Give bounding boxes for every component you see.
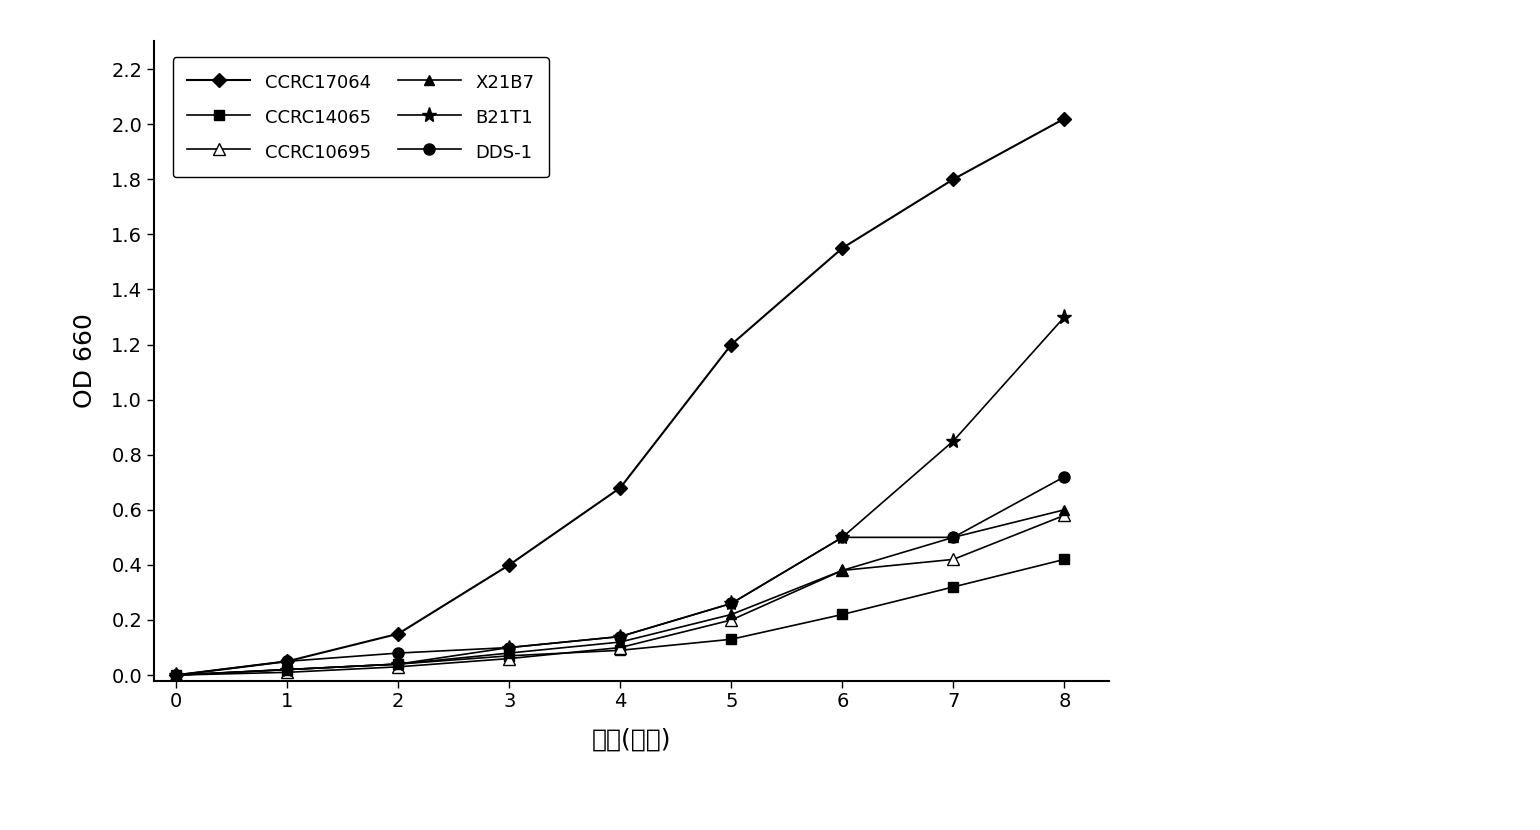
- Y-axis label: OD 660: OD 660: [74, 314, 97, 408]
- DDS-1: [611, 632, 630, 642]
- DDS-1: [833, 532, 852, 542]
- B21T1: [1055, 312, 1073, 322]
- CCRC17064: [500, 560, 519, 570]
- X21B7: [944, 532, 962, 542]
- CCRC14065: [944, 582, 962, 592]
- CCRC17064: [833, 243, 852, 253]
- CCRC14065: [1055, 554, 1073, 564]
- CCRC14065: [390, 659, 408, 669]
- X21B7: [611, 637, 630, 647]
- B21T1: [833, 532, 852, 542]
- CCRC10695: [1055, 510, 1073, 520]
- B21T1: [390, 659, 408, 669]
- CCRC10695: [944, 554, 962, 564]
- DDS-1: [722, 598, 741, 608]
- Line: X21B7: X21B7: [171, 505, 1069, 680]
- CCRC17064: [611, 483, 630, 493]
- CCRC17064: [722, 339, 741, 349]
- CCRC14065: [722, 634, 741, 644]
- DDS-1: [166, 670, 185, 680]
- X21B7: [279, 665, 297, 675]
- CCRC14065: [500, 651, 519, 661]
- CCRC10695: [611, 642, 630, 652]
- CCRC14065: [166, 670, 185, 680]
- CCRC14065: [611, 645, 630, 655]
- Line: CCRC10695: CCRC10695: [171, 510, 1070, 681]
- DDS-1: [500, 642, 519, 652]
- CCRC17064: [279, 657, 297, 666]
- Line: DDS-1: DDS-1: [171, 471, 1070, 681]
- CCRC10695: [833, 565, 852, 575]
- CCRC14065: [833, 609, 852, 619]
- CCRC10695: [279, 667, 297, 677]
- CCRC10695: [500, 653, 519, 663]
- X21B7: [500, 648, 519, 658]
- CCRC10695: [390, 662, 408, 671]
- B21T1: [944, 436, 962, 446]
- Line: CCRC17064: CCRC17064: [171, 114, 1069, 680]
- Line: CCRC14065: CCRC14065: [171, 554, 1069, 680]
- CCRC17064: [944, 174, 962, 184]
- CCRC17064: [1055, 114, 1073, 124]
- X21B7: [166, 670, 185, 680]
- X21B7: [722, 609, 741, 619]
- B21T1: [611, 632, 630, 642]
- B21T1: [279, 665, 297, 675]
- CCRC10695: [722, 615, 741, 625]
- CCRC17064: [390, 629, 408, 639]
- CCRC14065: [279, 665, 297, 675]
- X-axis label: 时间(小时): 时间(小时): [591, 728, 671, 752]
- B21T1: [722, 598, 741, 608]
- B21T1: [166, 670, 185, 680]
- DDS-1: [390, 648, 408, 658]
- DDS-1: [944, 532, 962, 542]
- CCRC10695: [166, 670, 185, 680]
- Line: B21T1: B21T1: [168, 310, 1072, 683]
- DDS-1: [1055, 471, 1073, 481]
- X21B7: [390, 659, 408, 669]
- X21B7: [1055, 505, 1073, 515]
- CCRC17064: [166, 670, 185, 680]
- X21B7: [833, 565, 852, 575]
- B21T1: [500, 642, 519, 652]
- Legend: CCRC17064, CCRC14065, CCRC10695, X21B7, B21T1, DDS-1: CCRC17064, CCRC14065, CCRC10695, X21B7, …: [172, 57, 548, 177]
- DDS-1: [279, 657, 297, 666]
